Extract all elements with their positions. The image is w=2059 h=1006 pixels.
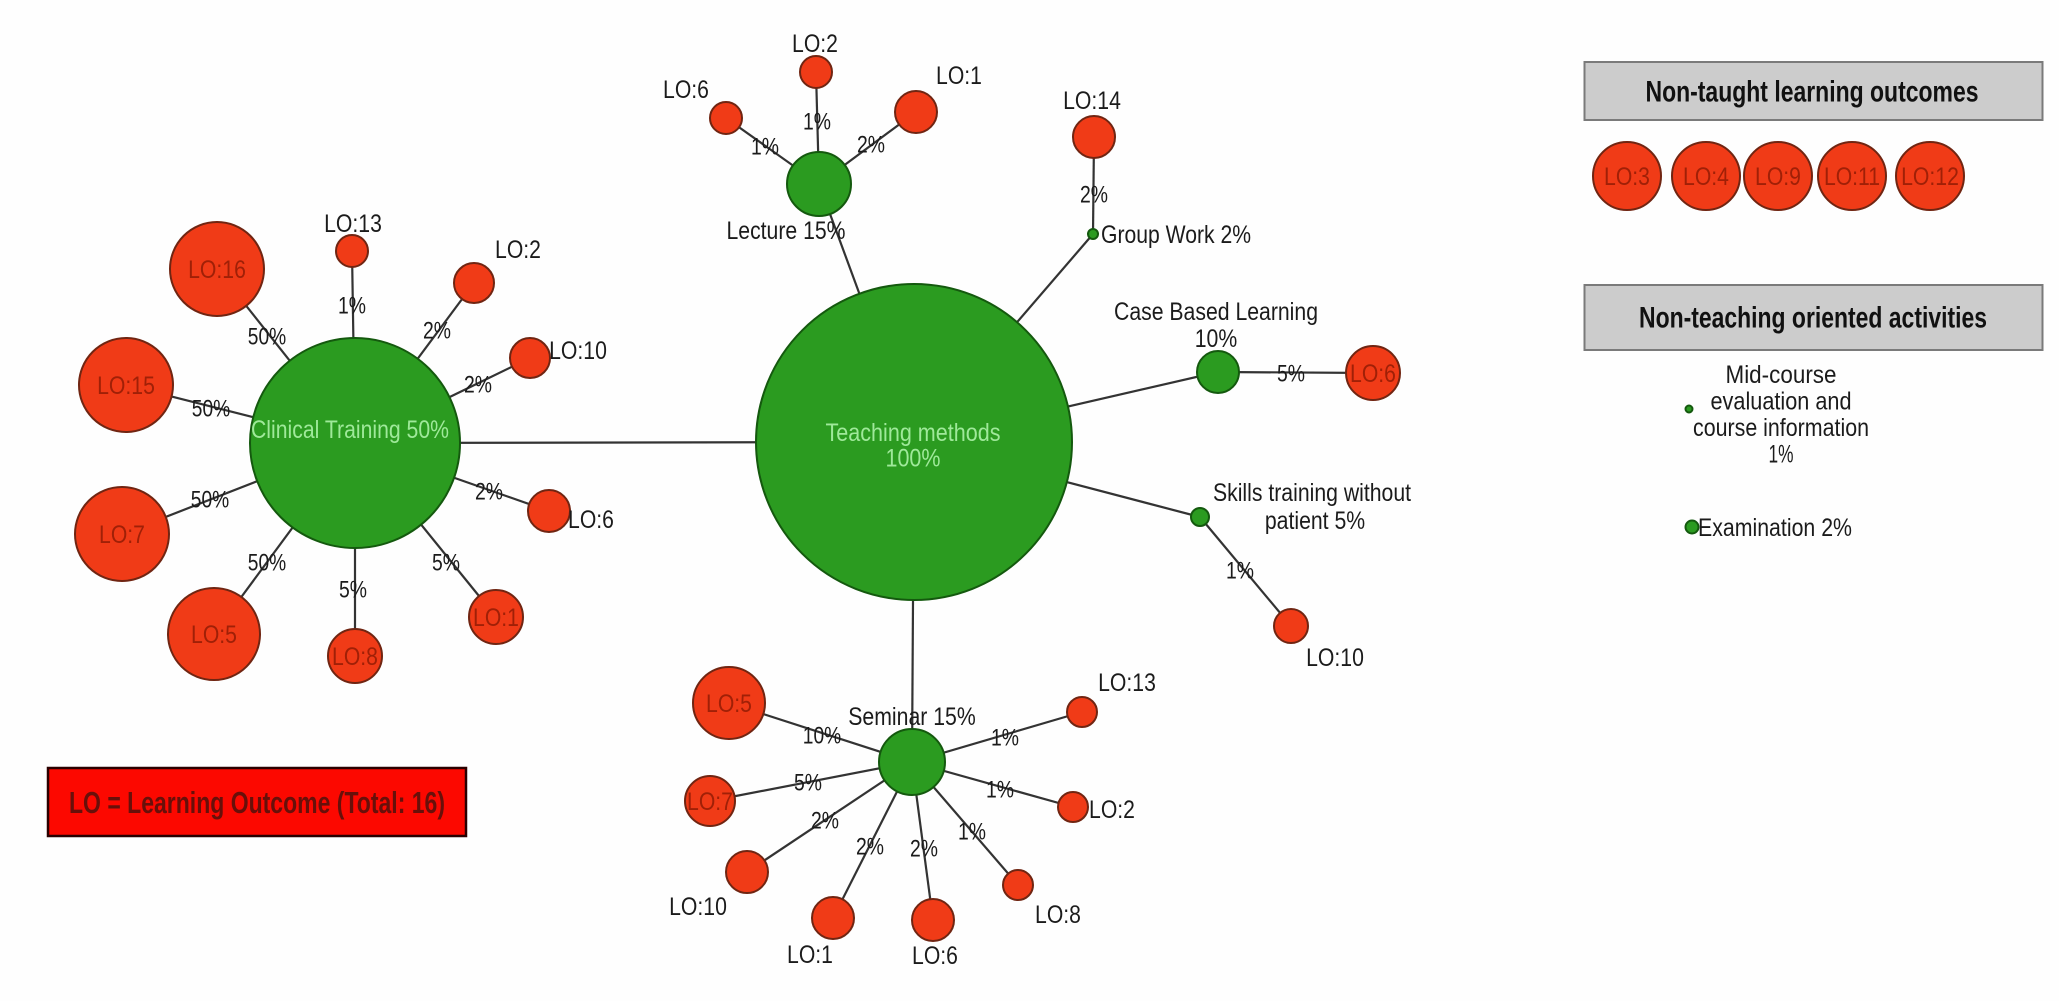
svg-text:LO:15: LO:15	[97, 372, 155, 400]
svg-text:2%: 2%	[857, 132, 885, 159]
svg-text:LO:6: LO:6	[912, 942, 958, 970]
svg-text:evaluation and: evaluation and	[1711, 388, 1852, 416]
svg-text:Group Work 2%: Group Work 2%	[1101, 221, 1251, 249]
svg-text:5%: 5%	[794, 770, 822, 797]
svg-text:5%: 5%	[1277, 361, 1305, 388]
svg-text:Clinical Training 50%: Clinical Training 50%	[251, 416, 449, 444]
svg-text:5%: 5%	[339, 577, 367, 604]
svg-text:Seminar 15%: Seminar 15%	[848, 703, 976, 731]
svg-text:2%: 2%	[811, 808, 839, 835]
svg-text:LO:6: LO:6	[663, 76, 709, 104]
svg-text:2%: 2%	[475, 479, 503, 506]
svg-text:Lecture 15%: Lecture 15%	[727, 217, 846, 245]
svg-text:LO:8: LO:8	[332, 643, 378, 671]
svg-text:LO:10: LO:10	[549, 337, 607, 365]
svg-text:LO:2: LO:2	[792, 30, 838, 58]
svg-text:10%: 10%	[803, 723, 841, 750]
svg-text:LO:16: LO:16	[188, 256, 246, 284]
svg-text:1%: 1%	[803, 109, 831, 136]
svg-text:Non-teaching oriented activiti: Non-teaching oriented activities	[1639, 302, 1987, 335]
svg-text:Examination 2%: Examination 2%	[1698, 514, 1852, 542]
svg-text:LO:1: LO:1	[473, 604, 519, 632]
svg-text:Non-taught learning outcomes: Non-taught learning outcomes	[1646, 76, 1979, 109]
svg-text:Teaching methods: Teaching methods	[826, 419, 1001, 447]
svg-text:patient 5%: patient 5%	[1265, 507, 1365, 535]
svg-text:LO:5: LO:5	[706, 690, 752, 718]
svg-text:1%: 1%	[1226, 558, 1254, 585]
svg-text:LO:13: LO:13	[1098, 669, 1156, 697]
svg-text:LO:14: LO:14	[1063, 87, 1121, 115]
svg-text:LO = Learning Outcome (Total:: LO = Learning Outcome (Total: 16)	[69, 785, 445, 820]
svg-text:LO:7: LO:7	[99, 521, 145, 549]
svg-text:LO:11: LO:11	[1824, 163, 1880, 191]
svg-text:1%: 1%	[1769, 441, 1794, 469]
svg-text:LO:6: LO:6	[568, 506, 614, 534]
svg-text:LO:1: LO:1	[787, 941, 833, 969]
svg-text:50%: 50%	[248, 550, 286, 577]
svg-text:1%: 1%	[986, 777, 1014, 804]
svg-text:LO:2: LO:2	[1089, 796, 1135, 824]
svg-text:LO:10: LO:10	[669, 893, 727, 921]
svg-text:LO:3: LO:3	[1604, 163, 1650, 191]
svg-text:100%: 100%	[886, 445, 941, 473]
svg-text:1%: 1%	[991, 725, 1019, 752]
svg-text:Skills training without: Skills training without	[1213, 479, 1411, 507]
svg-text:1%: 1%	[338, 293, 366, 320]
svg-text:50%: 50%	[191, 487, 229, 514]
svg-text:50%: 50%	[248, 324, 286, 351]
svg-text:LO:2: LO:2	[495, 236, 541, 264]
svg-text:2%: 2%	[1080, 182, 1108, 209]
svg-text:50%: 50%	[192, 396, 230, 423]
svg-text:LO:7: LO:7	[687, 788, 733, 816]
svg-text:1%: 1%	[751, 134, 779, 161]
svg-text:LO:8: LO:8	[1035, 901, 1081, 929]
svg-text:1%: 1%	[958, 819, 986, 846]
svg-text:LO:4: LO:4	[1683, 163, 1729, 191]
svg-text:LO:12: LO:12	[1901, 163, 1959, 191]
svg-text:LO:6: LO:6	[1350, 360, 1396, 388]
svg-text:2%: 2%	[423, 318, 451, 345]
svg-text:LO:13: LO:13	[324, 210, 382, 238]
svg-text:2%: 2%	[464, 372, 492, 399]
svg-text:5%: 5%	[432, 550, 460, 577]
svg-text:LO:10: LO:10	[1306, 644, 1364, 672]
svg-text:course information: course information	[1693, 414, 1869, 442]
svg-text:Mid-course: Mid-course	[1726, 361, 1837, 389]
svg-text:2%: 2%	[910, 836, 938, 863]
svg-text:2%: 2%	[856, 834, 884, 861]
svg-text:LO:1: LO:1	[936, 62, 982, 90]
svg-text:LO:9: LO:9	[1755, 163, 1801, 191]
svg-text:10%: 10%	[1195, 325, 1238, 353]
svg-text:Case Based Learning: Case Based Learning	[1114, 298, 1318, 326]
svg-text:LO:5: LO:5	[191, 621, 237, 649]
